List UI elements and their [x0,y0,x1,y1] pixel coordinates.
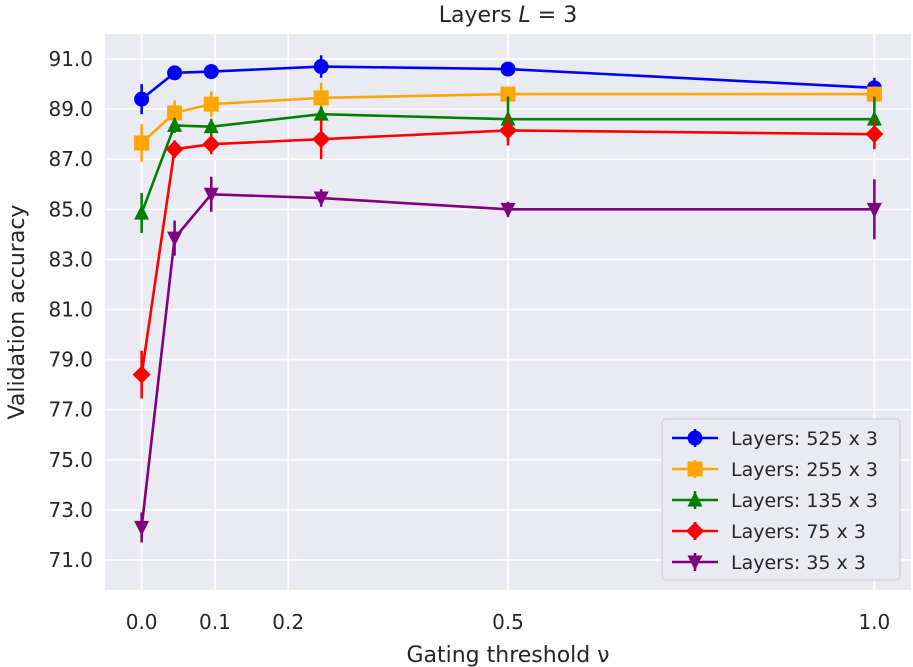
data-point [167,231,183,247]
series-layer [132,55,884,543]
data-point [500,202,516,218]
data-point [203,187,219,203]
data-point [866,202,882,218]
y-tick-label: 83.0 [48,247,93,271]
series-line [140,112,875,214]
data-point [203,96,219,112]
legend-label: Layers: 525 x 3 [731,428,878,450]
series-group [134,176,882,543]
legend-entry: Layers: 35 x 3 [672,552,866,574]
y-axis-label: Validation accuracy [5,205,30,420]
legend-marker [687,430,703,446]
data-point [202,135,221,154]
x-tick-label: 0.5 [492,610,524,634]
x-tick-label: 0.0 [126,610,158,634]
legend-label: Layers: 135 x 3 [731,490,878,512]
data-point [865,125,884,144]
data-point [134,520,150,536]
data-point [134,91,150,107]
legend-marker [687,491,703,507]
legend-entry: Layers: 135 x 3 [672,490,878,512]
data-point [203,118,219,134]
legend-marker [687,555,703,571]
data-point [499,121,517,140]
y-tick-label: 85.0 [48,197,93,221]
y-tick-label: 75.0 [48,448,93,472]
legend-label: Layers: 255 x 3 [731,459,878,481]
x-axis-label: Gating threshold ν [406,643,609,667]
legend-entry: Layers: 525 x 3 [672,428,878,450]
data-point [134,135,150,151]
series-line [140,129,875,375]
x-tick-label: 0.2 [272,610,304,634]
data-point [203,64,219,80]
series-group [134,82,882,162]
x-tick-label: 0.1 [199,610,231,634]
y-tick-label: 71.0 [48,548,93,572]
data-point [132,365,151,384]
data-point [134,204,150,220]
ticks: 71.0 73.0 75.0 77.0 79.0 81.0 83.0 85.0 87.0 89.0… [48,47,890,634]
legend: Layers: 525 x 3 Layers: 255 x 3 Layers: 13… [661,418,901,581]
data-point [165,140,184,159]
data-point [313,90,329,106]
chart-title: Layers L = 3 [439,3,577,28]
y-tick-label: 73.0 [48,498,93,522]
data-point [167,105,183,121]
data-point [313,59,329,75]
x-tick-label: 1.0 [858,610,890,634]
legend-box [661,418,901,581]
y-tick-label: 77.0 [48,398,93,422]
data-point [167,116,183,132]
data-point [313,191,329,207]
y-tick-label: 87.0 [48,147,93,171]
y-tick-label: 89.0 [48,97,93,121]
series-group [132,115,884,399]
data-point [313,105,329,121]
data-point [167,65,183,81]
legend-entry: Layers: 75 x 3 [672,521,866,543]
legend-label: Layers: 35 x 3 [731,552,866,574]
data-point [500,86,516,102]
legend-marker [687,461,703,477]
y-tick-label: 91.0 [48,47,93,71]
data-point [866,110,882,126]
data-point [866,86,882,102]
y-tick-label: 79.0 [48,348,93,372]
legend-entry: Layers: 255 x 3 [672,459,878,481]
series-line [140,192,875,528]
y-tick-label: 81.0 [48,297,93,321]
legend-marker [686,522,704,540]
legend-label: Layers: 75 x 3 [731,521,866,543]
data-point [312,130,331,149]
data-point [500,61,516,77]
